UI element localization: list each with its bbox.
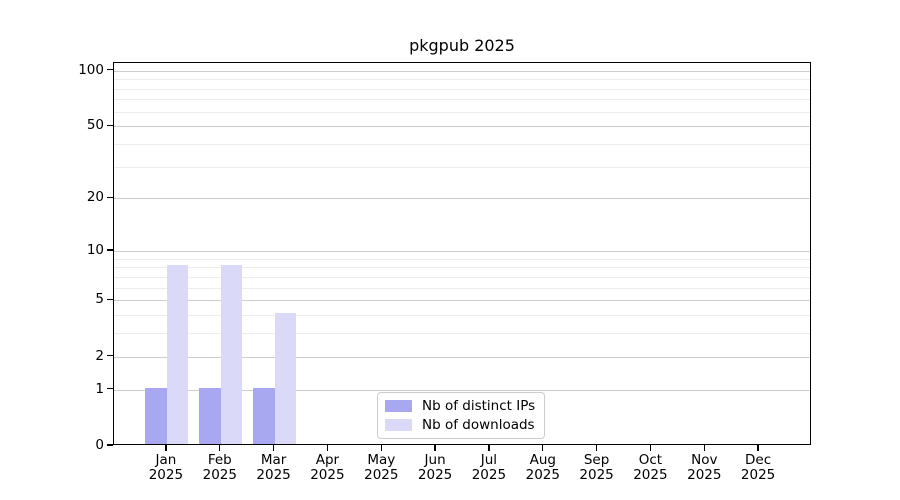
legend: Nb of distinct IPs Nb of downloads (377, 392, 546, 439)
bar-downloads-mar (274, 313, 297, 444)
x-tick-mark-feb (219, 445, 221, 451)
y-gridline-major-20 (114, 198, 810, 200)
x-tick-mark-dec (757, 445, 759, 451)
x-tick-mark-jan (165, 445, 167, 451)
x-tick-label-feb: Feb 2025 (188, 453, 252, 483)
x-tick-year-aug: 2025 (525, 467, 560, 483)
bar-distinct-ips-mar (253, 387, 275, 444)
x-tick-month-oct: Oct (638, 452, 663, 468)
x-tick-mark-mar (272, 445, 275, 451)
y-tick-mark-50 (107, 124, 113, 126)
y-tick-label-0: 0 (95, 437, 104, 453)
y-tick-mark-2 (107, 355, 113, 357)
y-gridline-major-50 (114, 126, 810, 128)
x-tick-mark-oct (649, 445, 652, 451)
y-tick-label-5: 5 (95, 291, 104, 308)
y-tick-mark-5 (107, 298, 113, 300)
x-tick-mark-apr (326, 445, 329, 451)
x-tick-label-dec: Dec 2025 (726, 453, 790, 483)
x-tick-label-may: May 2025 (349, 453, 413, 483)
y-tick-mark-10 (107, 249, 113, 251)
legend-label-downloads: Nb of downloads (422, 417, 535, 433)
x-tick-year-mar: 2025 (256, 467, 291, 483)
x-tick-label-apr: Apr 2025 (295, 453, 359, 483)
y-gridline-minor-7 (114, 276, 810, 278)
x-tick-year-may: 2025 (364, 467, 399, 483)
legend-label-distinct-ips: Nb of distinct IPs (422, 398, 536, 414)
y-gridline-minor-80 (114, 88, 810, 90)
x-tick-mark-nov (703, 445, 705, 451)
y-gridline-minor-9 (114, 258, 810, 260)
y-tick-label-10: 10 (86, 242, 104, 258)
x-tick-month-may: May (367, 452, 396, 468)
legend-swatch-distinct-ips (385, 400, 412, 412)
y-gridline-major-1 (114, 389, 810, 391)
legend-row-downloads: Nb of downloads (385, 417, 535, 433)
y-gridline-minor-30 (114, 166, 810, 168)
bar-downloads-feb (220, 265, 243, 444)
y-tick-label-2: 2 (95, 347, 104, 364)
y-gridline-major-5 (114, 300, 810, 302)
legend-swatch-downloads (385, 419, 412, 431)
y-tick-label-1: 1 (95, 380, 104, 397)
y-gridline-minor-90 (114, 79, 810, 81)
x-tick-label-aug: Aug 2025 (511, 453, 575, 483)
x-tick-label-jul: Jul 2025 (457, 453, 521, 483)
x-tick-year-oct: 2025 (633, 467, 668, 483)
x-tick-month-mar: Mar (260, 452, 287, 468)
chart-title: pkgpub 2025 (409, 36, 515, 55)
y-tick-label-100: 100 (78, 61, 104, 78)
x-tick-month-feb: Feb (207, 452, 232, 468)
x-tick-month-jul: Jul (480, 452, 498, 468)
x-tick-year-jun: 2025 (417, 467, 453, 483)
x-tick-year-feb: 2025 (202, 467, 237, 483)
legend-row-distinct-ips: Nb of distinct IPs (385, 398, 535, 414)
y-gridline-minor-70 (114, 99, 810, 101)
x-tick-month-dec: Dec (745, 452, 772, 468)
x-tick-mark-jun (434, 445, 436, 451)
x-tick-month-nov: Nov (691, 452, 718, 468)
x-tick-year-jul: 2025 (471, 467, 507, 483)
x-tick-label-nov: Nov 2025 (672, 453, 736, 483)
y-gridline-minor-6 (114, 287, 810, 289)
x-tick-mark-sep (595, 445, 598, 451)
y-gridline-major-2 (114, 356, 810, 358)
plot-area (113, 62, 811, 445)
bar-distinct-ips-jan (145, 387, 167, 444)
x-tick-label-oct: Oct 2025 (618, 453, 682, 483)
y-tick-mark-0 (107, 444, 113, 446)
y-tick-mark-1 (107, 387, 113, 390)
y-tick-label-50: 50 (86, 117, 104, 134)
x-tick-label-jun: Jun 2025 (403, 453, 467, 483)
y-gridline-minor-60 (114, 111, 810, 113)
bar-distinct-ips-feb (199, 387, 221, 444)
x-tick-year-dec: 2025 (740, 467, 776, 483)
y-gridline-major-10 (114, 251, 810, 252)
x-tick-year-jan: 2025 (148, 467, 184, 483)
y-tick-mark-20 (107, 196, 113, 199)
x-tick-month-jan: Jan (155, 452, 177, 468)
y-gridline-minor-40 (114, 144, 810, 145)
y-gridline-minor-4 (114, 315, 810, 317)
x-tick-label-sep: Sep 2025 (565, 453, 629, 483)
x-tick-month-jun: Jun (424, 452, 446, 468)
x-tick-month-sep: Sep (583, 452, 610, 468)
y-tick-label-20: 20 (86, 189, 104, 206)
x-tick-year-apr: 2025 (310, 467, 345, 483)
x-tick-mark-aug (542, 445, 544, 451)
x-tick-month-aug: Aug (529, 452, 556, 468)
bar-downloads-jan (166, 265, 189, 444)
y-tick-mark-100 (107, 69, 113, 71)
x-tick-mark-may (380, 445, 382, 451)
x-tick-label-mar: Mar 2025 (242, 453, 306, 483)
y-gridline-minor-8 (114, 267, 810, 269)
x-tick-mark-jul (488, 445, 490, 451)
y-gridline-major-100 (114, 70, 810, 72)
x-tick-month-apr: Apr (315, 452, 340, 468)
x-tick-year-sep: 2025 (579, 467, 614, 483)
x-tick-year-nov: 2025 (687, 467, 722, 483)
y-gridline-minor-3 (114, 333, 810, 335)
x-tick-label-jan: Jan 2025 (134, 453, 198, 483)
